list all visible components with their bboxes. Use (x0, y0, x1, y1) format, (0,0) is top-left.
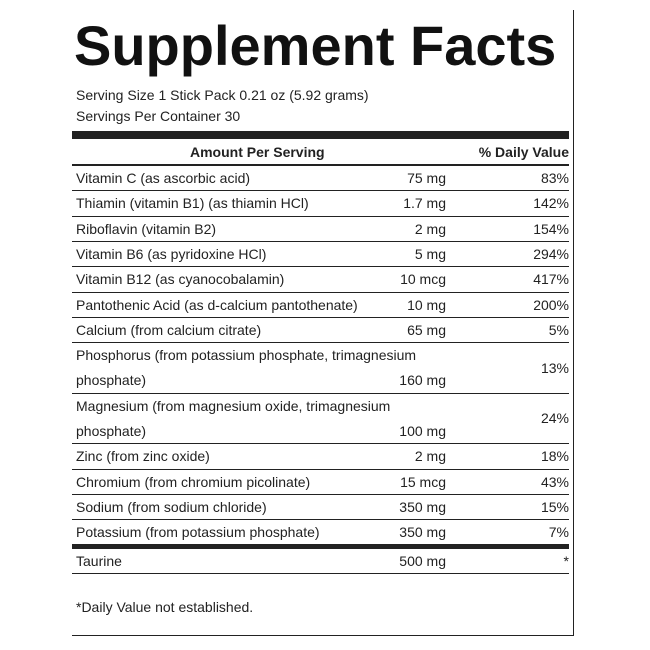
row-amount: 75 mg (407, 170, 446, 186)
row-daily-value: 142% (533, 195, 569, 212)
row-rule (72, 468, 569, 470)
row-name: Magnesium (from magnesium oxide, trimagn… (76, 397, 391, 414)
row-amount: 15 mcg (400, 473, 446, 490)
row-rule (72, 519, 569, 521)
row-amount: 10 mg (407, 296, 446, 313)
row-name: Pantothenic Acid (as d-calcium pantothen… (76, 296, 358, 313)
row-rule (72, 392, 569, 394)
row-rule (72, 443, 569, 445)
row-amount: 2 mg (414, 220, 446, 237)
bottom-border (72, 635, 574, 636)
row-rule (72, 190, 569, 192)
row-amount: 100 mg (399, 423, 446, 439)
row-amount: 2 mg (414, 448, 446, 465)
row-daily-value: 7% (548, 524, 569, 541)
row-name: Potassium (from potassium phosphate) (76, 524, 320, 541)
row-daily-value: 13% (540, 359, 569, 376)
row-name: Thiamin (vitamin B1) (as thiamin HCl) (76, 195, 309, 212)
row-rule (72, 342, 569, 344)
row-rule (72, 572, 569, 574)
row-rule (72, 266, 569, 268)
row-rule (72, 291, 569, 293)
row-daily-value: * (563, 552, 569, 569)
row-rule (72, 493, 569, 495)
row-name: phosphate) (76, 423, 147, 439)
row-rule (72, 240, 569, 242)
row-name: Phosphorus (from potassium phosphate, tr… (76, 347, 417, 364)
row-name: Vitamin B12 (as cyanocobalamin) (76, 271, 285, 288)
footnote: *Daily Value not established. (76, 599, 254, 615)
row-daily-value: 18% (540, 448, 569, 465)
row-name: phosphate) (76, 372, 147, 389)
row-amount: 350 mg (399, 498, 446, 515)
row-amount: 500 mg (399, 552, 446, 569)
row-amount: 10 mcg (400, 271, 446, 288)
row-daily-value: 5% (548, 321, 569, 338)
row-amount: 160 mg (399, 372, 446, 389)
row-name: Calcium (from calcium citrate) (76, 321, 262, 338)
row-daily-value: 294% (533, 245, 569, 262)
title: Supplement Facts (74, 14, 557, 77)
row-name: Vitamin B6 (as pyridoxine HCl) (76, 245, 267, 262)
serving-size: Serving Size 1 Stick Pack 0.21 oz (5.92 … (76, 87, 369, 103)
row-rule (72, 215, 569, 217)
row-name: Riboflavin (vitamin B2) (76, 220, 217, 237)
thick-bar (72, 543, 569, 549)
row-daily-value: 43% (540, 473, 569, 490)
right-border (573, 10, 574, 636)
row-amount: 65 mg (407, 321, 446, 338)
row-name: Taurine (76, 552, 122, 569)
row-daily-value: 24% (540, 410, 569, 427)
header-rule (72, 164, 569, 166)
column-header: % Daily Value (478, 144, 569, 160)
row-name: Vitamin C (as ascorbic acid) (76, 170, 251, 186)
row-amount: 1.7 mg (403, 195, 446, 212)
row-daily-value: 154% (533, 220, 569, 237)
row-amount: 5 mg (414, 245, 446, 262)
servings-per-container: Servings Per Container 30 (76, 108, 241, 124)
row-daily-value: 83% (540, 170, 569, 186)
row-rule (72, 316, 569, 318)
row-daily-value: 15% (540, 498, 569, 515)
row-daily-value: 200% (533, 296, 569, 313)
row-name: Zinc (from zinc oxide) (76, 448, 210, 465)
row-amount: 350 mg (399, 524, 446, 541)
row-name: Sodium (from sodium chloride) (76, 498, 267, 515)
column-header: Amount Per Serving (190, 144, 325, 160)
thick-bar (72, 131, 569, 139)
row-name: Chromium (from chromium picolinate) (76, 473, 311, 490)
row-daily-value: 417% (533, 271, 569, 288)
